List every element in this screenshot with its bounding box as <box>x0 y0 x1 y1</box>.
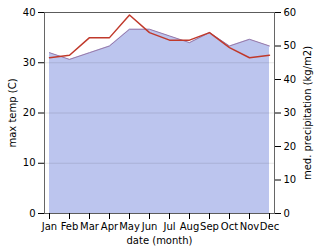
svg-text:40: 40 <box>284 74 297 85</box>
svg-text:20: 20 <box>23 107 36 118</box>
svg-text:60: 60 <box>284 7 297 18</box>
svg-text:Jul: Jul <box>162 221 175 232</box>
svg-text:date (month): date (month) <box>127 235 193 246</box>
svg-text:max temp (C): max temp (C) <box>7 78 18 147</box>
svg-text:Jan: Jan <box>41 221 57 232</box>
svg-text:30: 30 <box>23 57 36 68</box>
svg-text:Jun: Jun <box>141 221 158 232</box>
svg-text:Apr: Apr <box>101 221 119 232</box>
svg-text:Dec: Dec <box>260 221 279 232</box>
svg-text:med. precipitation (kg/m2): med. precipitation (kg/m2) <box>302 46 313 180</box>
svg-text:Sep: Sep <box>200 221 219 232</box>
svg-text:0: 0 <box>29 208 35 219</box>
svg-text:40: 40 <box>23 7 36 18</box>
svg-text:30: 30 <box>284 107 297 118</box>
svg-text:Aug: Aug <box>180 221 200 232</box>
svg-text:50: 50 <box>284 40 297 51</box>
svg-text:Oct: Oct <box>221 221 238 232</box>
svg-text:May: May <box>119 221 140 232</box>
svg-text:10: 10 <box>284 174 297 185</box>
svg-text:Feb: Feb <box>61 221 79 232</box>
svg-text:Mar: Mar <box>80 221 100 232</box>
svg-text:20: 20 <box>284 141 297 152</box>
svg-text:0: 0 <box>284 208 290 219</box>
svg-text:10: 10 <box>23 157 36 168</box>
svg-text:Nov: Nov <box>240 221 260 232</box>
